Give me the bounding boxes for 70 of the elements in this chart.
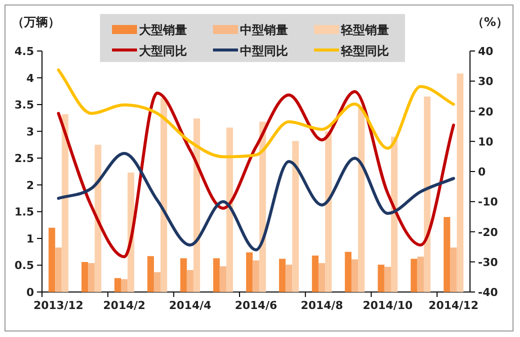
x-tick-label: 2014/12	[428, 299, 479, 312]
bar	[147, 256, 154, 292]
y2-tick-label: 40	[478, 45, 494, 58]
bar	[450, 248, 457, 292]
y-tick-label: 1	[26, 232, 34, 246]
bar	[160, 98, 168, 292]
y-tick-label: 0	[26, 286, 34, 299]
bar	[186, 270, 194, 292]
bar	[279, 258, 286, 292]
bar	[312, 256, 319, 292]
y-tick-label: 0.5	[14, 259, 34, 272]
x-tick-label: 2014/10	[362, 299, 413, 312]
bar	[292, 140, 299, 292]
x-tick-label: 2014/6	[234, 299, 278, 312]
legend-label: 轻型同比	[340, 44, 389, 58]
bar	[62, 114, 68, 292]
bar	[180, 258, 187, 292]
bar	[351, 259, 358, 292]
legend-label: 轻型销量	[340, 23, 389, 37]
bar	[94, 144, 102, 292]
bar	[318, 263, 326, 292]
y-tick-label: 1.5	[14, 206, 34, 219]
legend-label: 大型销量	[139, 23, 187, 37]
bar	[358, 107, 365, 292]
bar	[55, 248, 62, 292]
x-tick-label: 2014/8	[300, 299, 343, 312]
y2-tick-label: 10	[478, 135, 494, 148]
y2-tick-label: -10	[478, 196, 498, 209]
bar	[325, 131, 332, 292]
bar	[410, 258, 418, 292]
y-tick-label: 2	[26, 178, 34, 192]
y2-tick-label: -40	[478, 286, 498, 299]
bar	[344, 252, 352, 292]
bar	[424, 96, 431, 292]
y-tick-label: 2.5	[14, 152, 34, 166]
bar	[384, 266, 391, 292]
bar	[226, 128, 233, 292]
y2-axis-title: （%）	[472, 15, 508, 29]
bar	[88, 263, 95, 292]
y2-tick-label: -20	[478, 226, 498, 239]
bar	[81, 262, 88, 292]
bar	[252, 260, 260, 292]
bar	[378, 264, 384, 292]
bar	[48, 228, 56, 292]
bar	[220, 266, 226, 292]
y2-tick-label: 20	[478, 105, 494, 118]
bar	[213, 258, 220, 292]
y2-tick-label: 0	[478, 166, 486, 178]
bar	[286, 264, 292, 292]
bar	[444, 217, 450, 292]
x-tick-label: 2014/2	[103, 299, 146, 312]
bar	[114, 278, 122, 292]
bar	[121, 279, 128, 292]
y-tick-label: 4.5	[14, 45, 34, 58]
y-tick-label: 3	[26, 125, 34, 138]
y2-tick-label: 30	[478, 75, 494, 88]
bar	[193, 118, 200, 292]
y-tick-label: 4	[26, 72, 34, 85]
bar	[154, 272, 161, 292]
bar	[246, 252, 253, 292]
x-tick-label: 2014/4	[169, 299, 212, 312]
y-tick-label: 3.5	[14, 98, 34, 112]
bar	[456, 73, 464, 292]
bar	[417, 256, 424, 292]
legend-label: 大型同比	[139, 44, 187, 58]
y2-tick-label: -30	[478, 256, 498, 269]
x-tick-label: 2013/12	[33, 299, 84, 312]
legend-label: 中型同比	[240, 44, 288, 58]
y-axis-title: （万辆）	[12, 15, 60, 29]
legend-label: 中型销量	[240, 23, 288, 37]
